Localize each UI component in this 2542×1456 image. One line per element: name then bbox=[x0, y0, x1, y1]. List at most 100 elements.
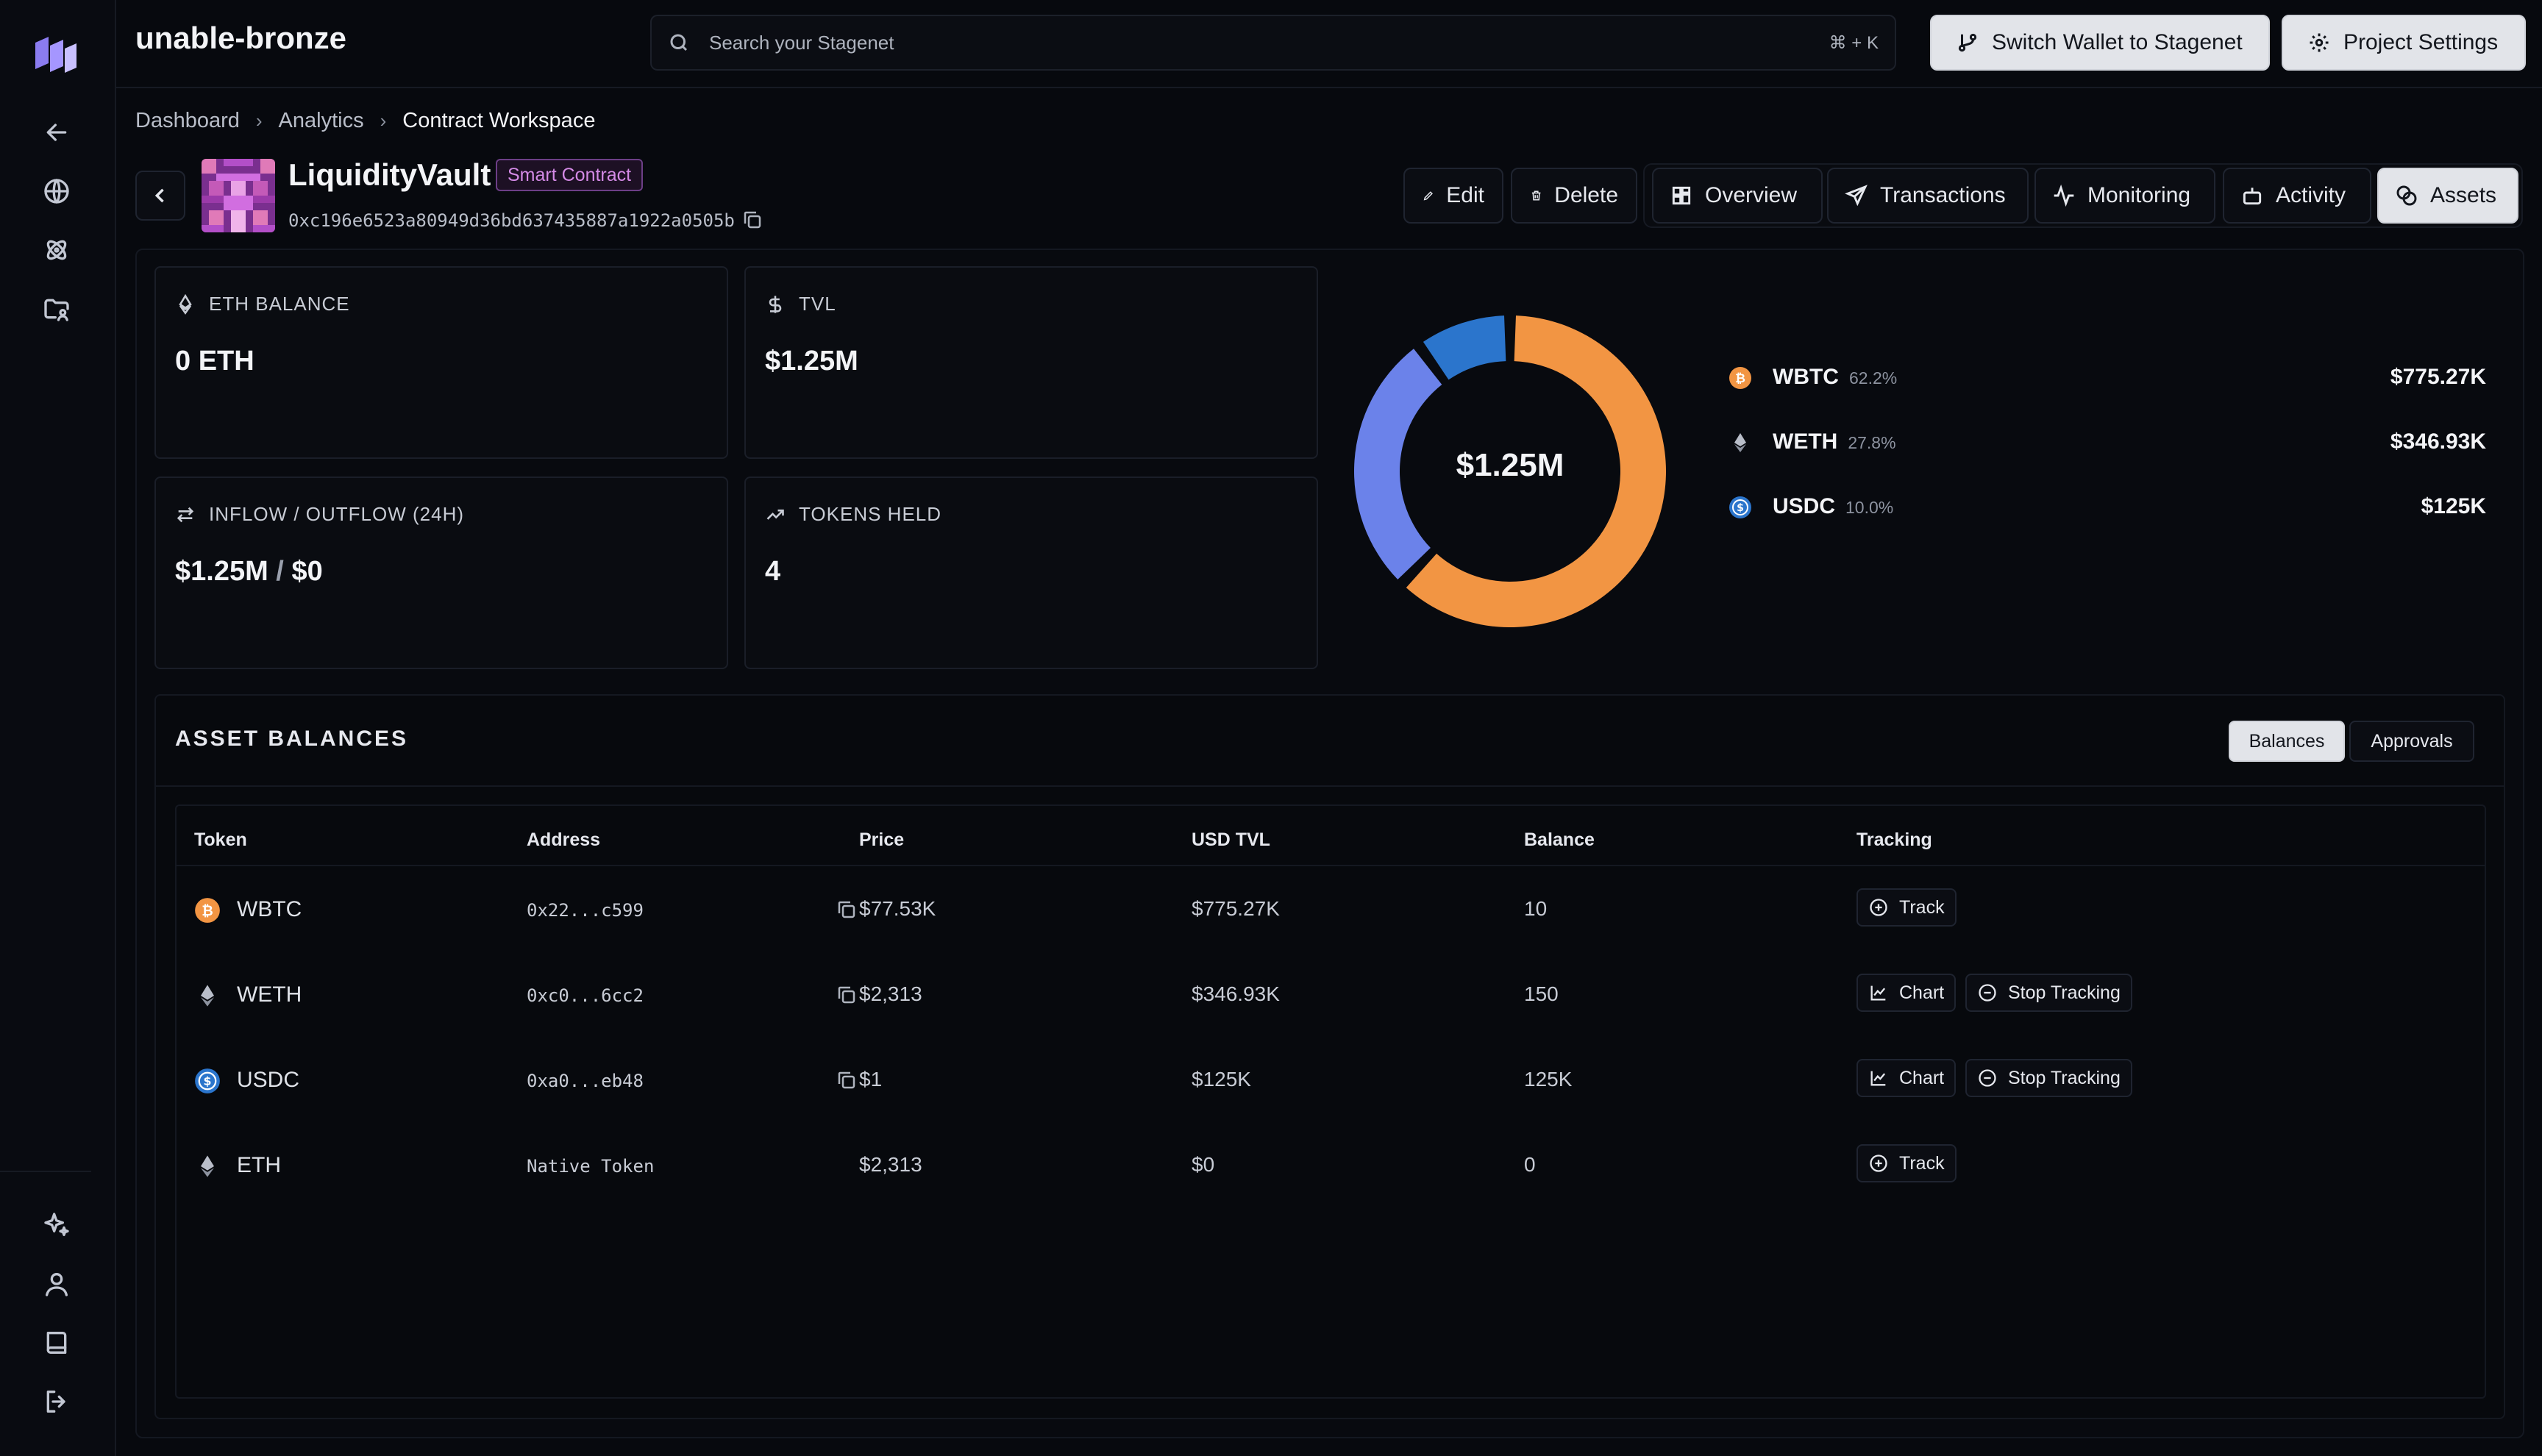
column-header-token: Token bbox=[194, 829, 247, 850]
switch-wallet-button[interactable]: Switch Wallet to Stagenet bbox=[1930, 15, 2270, 71]
breadcrumb-analytics[interactable]: Analytics bbox=[278, 109, 364, 132]
project-settings-button[interactable]: Project Settings bbox=[2282, 15, 2526, 71]
chart-label: Chart bbox=[1899, 982, 1945, 1003]
usdc-icon: $ bbox=[195, 1068, 220, 1093]
search-input[interactable] bbox=[709, 24, 1724, 61]
stop-tracking-button[interactable]: Stop Tracking bbox=[1965, 1059, 2132, 1097]
token-balance: 10 bbox=[1524, 897, 1548, 920]
pencil-icon bbox=[1423, 191, 1433, 201]
atom-icon[interactable] bbox=[38, 231, 76, 269]
contract-address: 0xc196e6523a80949d36bd637435887a1922a050… bbox=[288, 210, 735, 231]
book-icon[interactable] bbox=[38, 1324, 76, 1362]
search-box[interactable]: ⌘ + K bbox=[650, 15, 1896, 71]
send-icon bbox=[1845, 185, 1868, 207]
approvals-toggle-button[interactable]: Approvals bbox=[2349, 721, 2474, 762]
back-arrow-icon[interactable] bbox=[38, 113, 76, 151]
token-name: USDC bbox=[237, 1068, 300, 1092]
donut-center-value: $1.25M bbox=[1456, 447, 1564, 483]
stop-tracking-button[interactable]: Stop Tracking bbox=[1965, 974, 2132, 1012]
breadcrumb-dashboard[interactable]: Dashboard bbox=[135, 109, 240, 132]
tokens-held-card: TOKENS HELD 4 bbox=[744, 477, 1318, 669]
track-label: Track bbox=[1899, 1152, 1945, 1174]
copy-icon[interactable] bbox=[836, 984, 858, 1006]
legend-name-weth: WETH 27.8% bbox=[1773, 429, 1896, 454]
chart-button[interactable]: Chart bbox=[1856, 1059, 1957, 1097]
flow-label: INFLOW / OUTFLOW (24H) bbox=[209, 503, 464, 525]
token-name: WBTC bbox=[237, 897, 302, 921]
tab-monitoring[interactable]: Monitoring bbox=[2034, 168, 2215, 224]
table-row: ETH Native Token $2,313 $0 0 Track bbox=[177, 1122, 2485, 1207]
sparkles-icon[interactable] bbox=[38, 1206, 76, 1244]
token-balance: 125K bbox=[1524, 1068, 1573, 1091]
legend-token-usdc: USDC bbox=[1773, 494, 1836, 518]
stop-tracking-label: Stop Tracking bbox=[2008, 1067, 2121, 1088]
user-icon[interactable] bbox=[38, 1265, 76, 1303]
logo-icon[interactable] bbox=[32, 32, 79, 74]
tvl-value: $1.25M bbox=[765, 346, 858, 377]
token-name: WETH bbox=[237, 982, 302, 1007]
token-price: $2,313 bbox=[859, 1153, 922, 1176]
chevron-left-icon bbox=[154, 188, 164, 203]
legend-pct-usdc: 10.0% bbox=[1845, 498, 1894, 517]
trash-icon bbox=[1531, 190, 1541, 201]
ethereum-icon bbox=[201, 1155, 214, 1177]
tab-activity-label: Activity bbox=[2276, 183, 2346, 207]
token-address: 0x22...c599 bbox=[527, 900, 644, 921]
back-button[interactable] bbox=[135, 171, 185, 221]
sidebar bbox=[0, 0, 116, 1456]
legend-row-weth: WETH 27.8% $346.93K bbox=[1729, 424, 2486, 460]
folder-user-icon[interactable] bbox=[38, 290, 76, 328]
tvl-card: TVL $1.25M bbox=[744, 266, 1318, 459]
tab-transactions-label: Transactions bbox=[1880, 183, 2006, 207]
copy-icon[interactable] bbox=[836, 899, 858, 921]
tab-activity[interactable]: Activity bbox=[2223, 168, 2371, 224]
track-button[interactable]: Track bbox=[1856, 1144, 1957, 1182]
tvl-label: TVL bbox=[799, 293, 836, 315]
search-shortcut: ⌘ + K bbox=[1829, 33, 1879, 53]
top-bar: unable-bronze ⌘ + K Switch Wallet to Sta… bbox=[116, 0, 2542, 88]
donut-slice-usdc bbox=[1423, 315, 1506, 380]
legend-row-wbtc: ₿ WBTC 62.2% $775.27K bbox=[1729, 359, 2486, 396]
edit-button[interactable]: Edit bbox=[1403, 168, 1503, 224]
globe-icon[interactable] bbox=[38, 172, 76, 210]
tab-transactions[interactable]: Transactions bbox=[1827, 168, 2029, 224]
track-button[interactable]: Track bbox=[1856, 888, 1957, 927]
asset-balances-title: ASSET BALANCES bbox=[175, 727, 409, 751]
column-header-address: Address bbox=[527, 829, 601, 850]
chart-button[interactable]: Chart bbox=[1856, 974, 1957, 1012]
logout-icon[interactable] bbox=[38, 1382, 76, 1421]
breadcrumb: Dashboard › Analytics › Contract Workspa… bbox=[135, 109, 595, 133]
usdc-icon: $ bbox=[1729, 496, 1751, 518]
git-branch-icon bbox=[1958, 33, 1977, 52]
tokens-held-value: 4 bbox=[765, 556, 781, 587]
allocation-donut-chart bbox=[1354, 315, 1666, 627]
tab-overview[interactable]: Overview bbox=[1652, 168, 1823, 224]
token-balance: 0 bbox=[1524, 1153, 1536, 1176]
activity-pulse-icon bbox=[2054, 184, 2074, 207]
sidebar-divider bbox=[0, 1171, 91, 1172]
legend-token-wbtc: WBTC bbox=[1773, 365, 1839, 389]
token-price: $2,313 bbox=[859, 982, 922, 1005]
tab-assets[interactable]: Assets bbox=[2377, 168, 2518, 224]
minus-circle-icon bbox=[1979, 984, 1996, 1002]
inflow-value: $1.25M bbox=[175, 556, 268, 587]
delete-button[interactable]: Delete bbox=[1511, 168, 1637, 224]
contract-type-badge: Smart Contract bbox=[496, 159, 644, 191]
tab-assets-label: Assets bbox=[2430, 183, 2497, 207]
ethereum-icon bbox=[179, 293, 192, 315]
robot-icon bbox=[2243, 188, 2262, 205]
chevron-right-icon: › bbox=[380, 110, 387, 132]
eth-balance-label: ETH BALANCE bbox=[209, 293, 350, 315]
token-name: ETH bbox=[237, 1153, 281, 1177]
column-header-balance: Balance bbox=[1524, 829, 1595, 850]
delete-label: Delete bbox=[1554, 183, 1618, 207]
balances-toggle-button[interactable]: Balances bbox=[2229, 721, 2345, 762]
copy-icon[interactable] bbox=[741, 209, 763, 231]
copy-icon[interactable] bbox=[836, 1069, 858, 1091]
token-usd-tvl: $0 bbox=[1192, 1153, 1215, 1176]
legend-value-wbtc: $775.27K bbox=[2390, 365, 2486, 389]
svg-text:₿: ₿ bbox=[1735, 371, 1745, 386]
column-header-usd-tvl: USD TVL bbox=[1192, 829, 1270, 850]
donut-slice-weth bbox=[1354, 349, 1442, 580]
